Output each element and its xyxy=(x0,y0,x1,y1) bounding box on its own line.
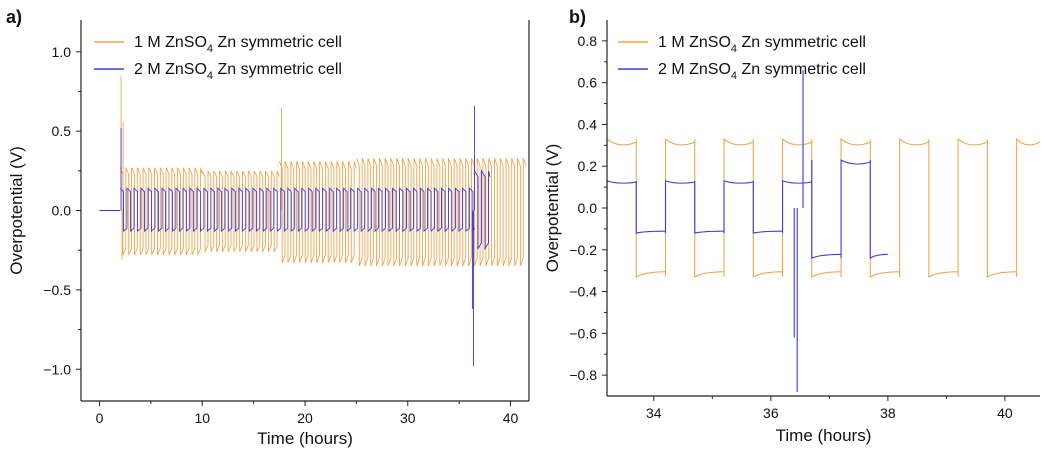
series-line-2 xyxy=(99,105,491,367)
series-line-1 xyxy=(99,75,527,267)
x-axis-label: Time (hours) xyxy=(776,426,872,445)
y-tick-label: 0.4 xyxy=(578,116,598,132)
y-tick-label: 0.8 xyxy=(578,33,598,49)
x-tick-label: 10 xyxy=(194,410,210,426)
legend-entry: 1 M ZnSO4 Zn symmetric cell xyxy=(658,34,866,55)
y-tick-label: −0.4 xyxy=(569,284,597,300)
y-tick-label: 1.0 xyxy=(52,44,72,60)
legend-entry: 1 M ZnSO4 Zn symmetric cell xyxy=(134,34,342,55)
x-tick-label: 40 xyxy=(997,405,1013,421)
y-tick-label: 0.6 xyxy=(578,75,598,91)
x-tick-label: 36 xyxy=(763,405,779,421)
panel-label: b) xyxy=(569,7,586,27)
y-tick-label: 0.0 xyxy=(578,200,598,216)
series-line-1 xyxy=(607,137,1040,278)
legend-entry: 2 M ZnSO4 Zn symmetric cell xyxy=(134,61,342,82)
x-tick-label: 20 xyxy=(297,410,313,426)
x-tick-label: 30 xyxy=(400,410,416,426)
legend-entry: 2 M ZnSO4 Zn symmetric cell xyxy=(658,61,866,82)
plot-area xyxy=(607,70,1040,392)
y-tick-label: −0.2 xyxy=(569,242,597,258)
y-tick-label: −0.6 xyxy=(569,325,597,341)
y-tick-label: 0.5 xyxy=(52,123,72,139)
series-line-2 xyxy=(607,70,888,392)
y-tick-label: 0.0 xyxy=(52,203,72,219)
panel-a-chart: 1.0 0.5 0.0 −0.5 −1.0 0 10 20 30 40 a) Time (hours)… xyxy=(6,7,530,448)
y-tick-label: 0.2 xyxy=(578,158,598,174)
plot-area xyxy=(99,75,527,367)
x-tick-label: 40 xyxy=(503,410,519,426)
y-axis-label: Overpotential (V) xyxy=(543,144,562,273)
y-tick-label: −1.0 xyxy=(43,361,71,377)
x-tick-label: 34 xyxy=(646,405,662,421)
x-axis-label: Time (hours) xyxy=(257,429,353,448)
y-axis-label: Overpotential (V) xyxy=(7,146,26,275)
y-tick-label: −0.8 xyxy=(569,367,597,383)
x-tick-label: 38 xyxy=(880,405,896,421)
panel-b-chart: 0.8 0.6 0.4 0.2 0.0 −0.2 −0.4 −0.6 −0.8 34 36 38 40 b… xyxy=(543,7,1040,445)
panel-label: a) xyxy=(6,7,22,27)
y-tick-label: −0.5 xyxy=(43,282,71,298)
x-tick-label: 0 xyxy=(96,410,104,426)
